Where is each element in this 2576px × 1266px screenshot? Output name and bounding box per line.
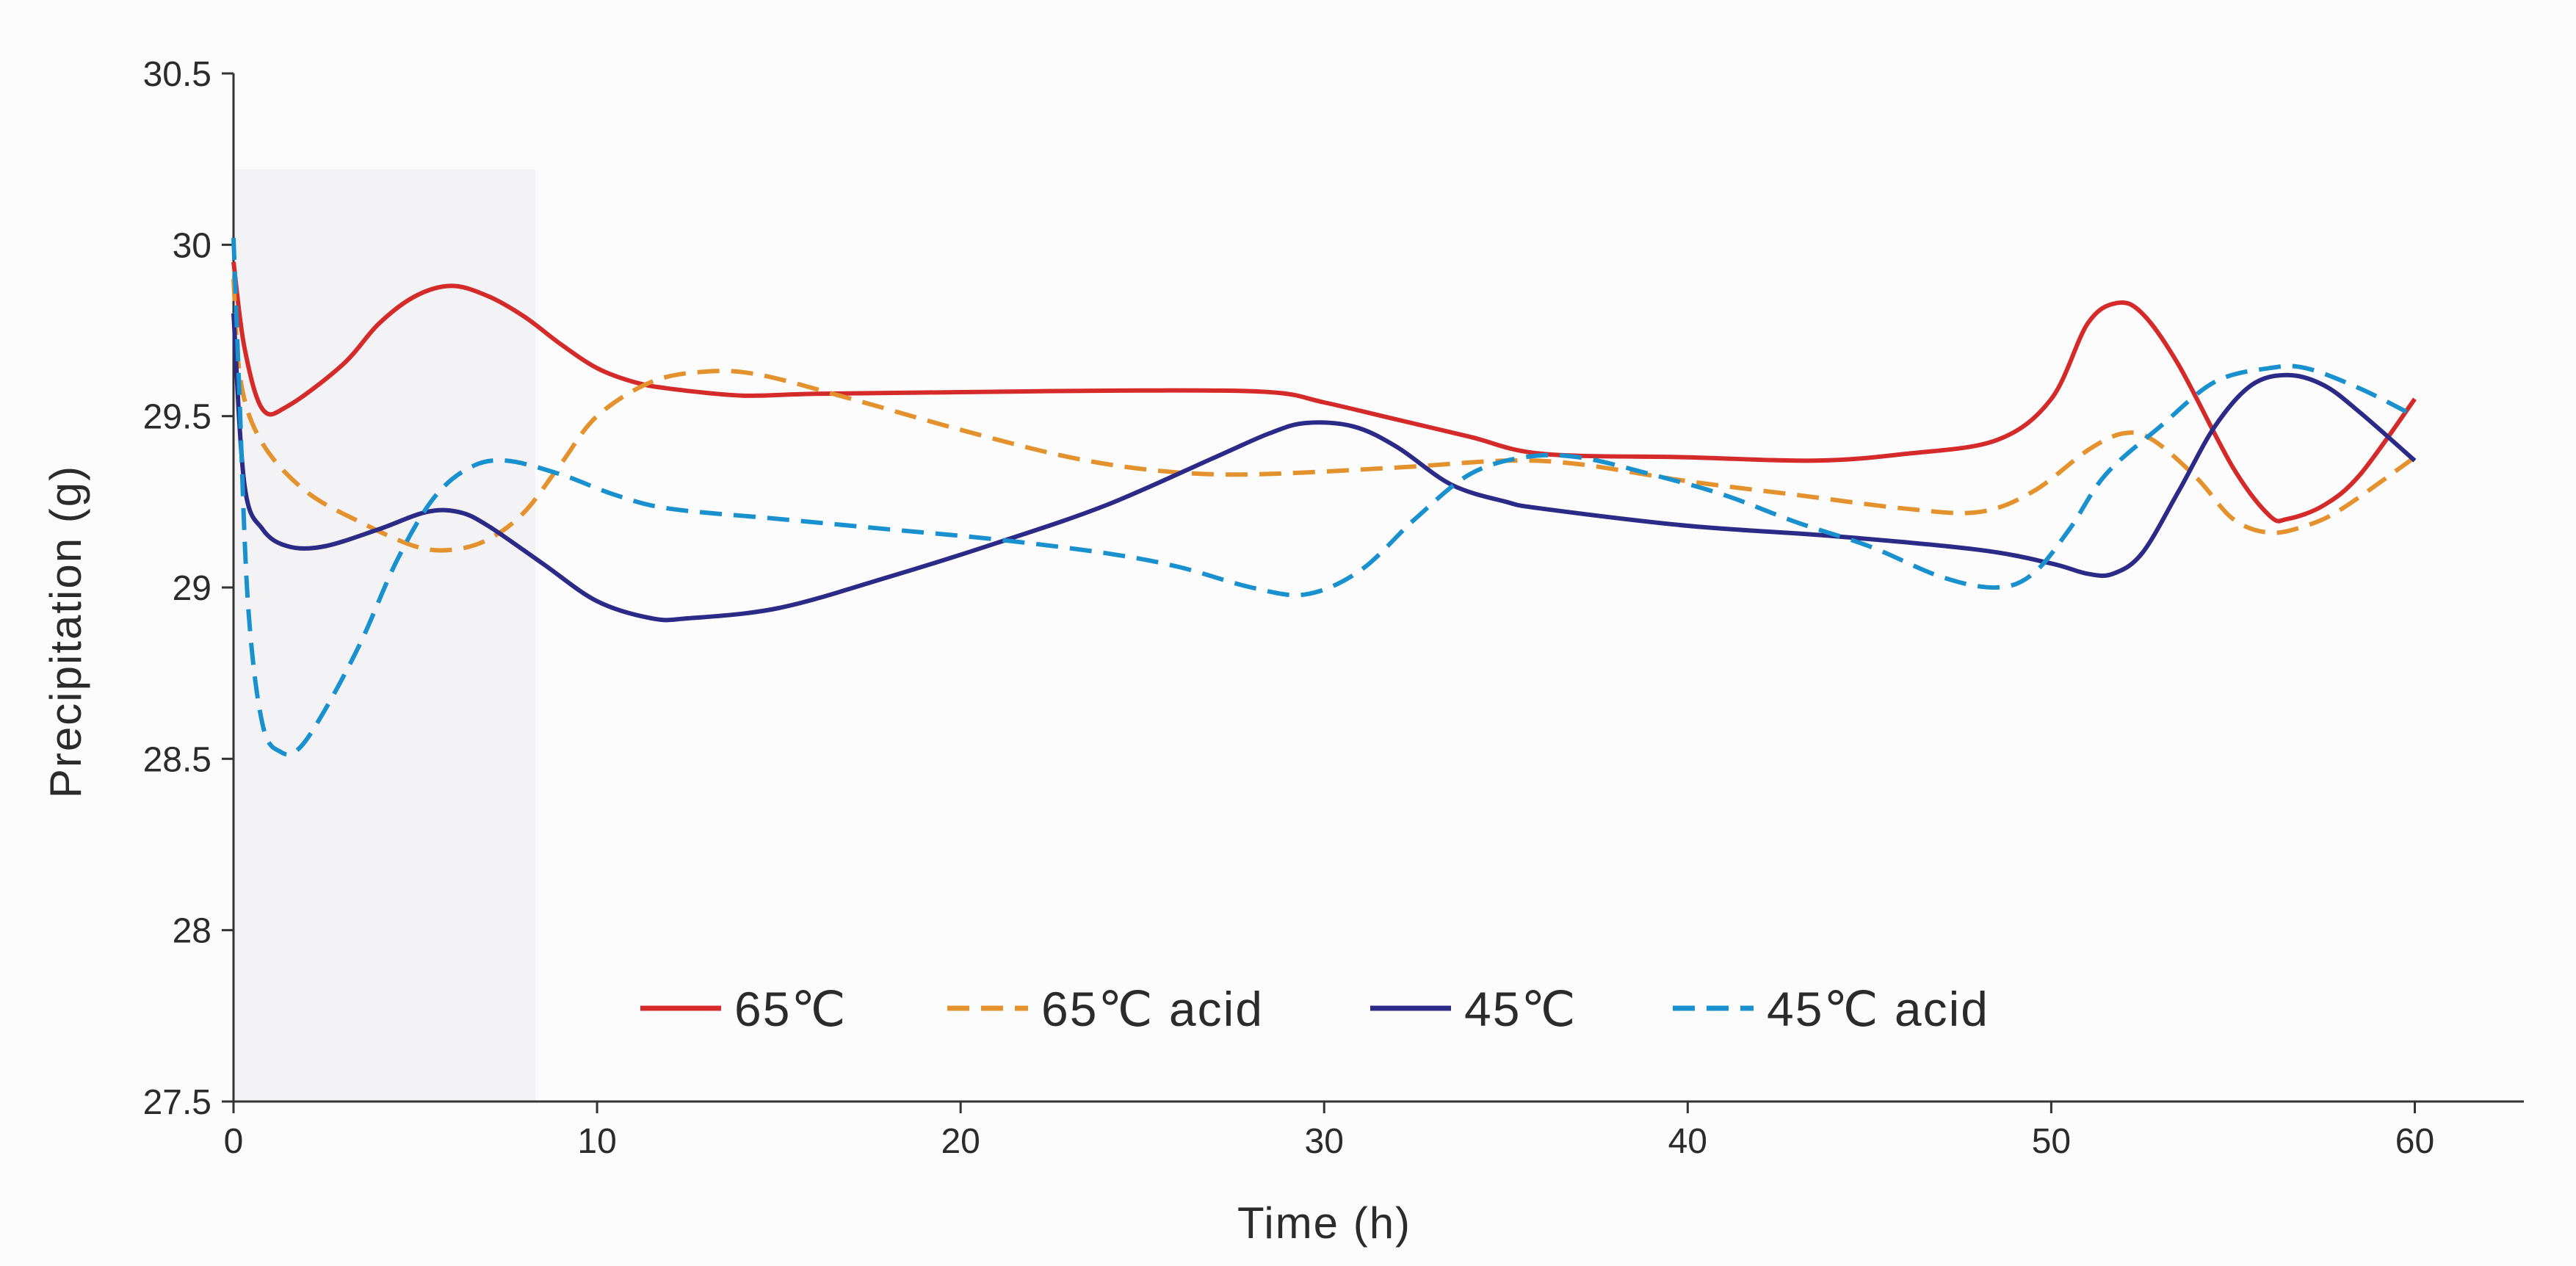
series-line-65c	[231, 261, 2417, 524]
x-tick-label: 0	[224, 1122, 244, 1161]
x-tick-label: 30	[1305, 1122, 1344, 1161]
legend-item-65c: 65℃	[640, 982, 847, 1036]
series-line-45c	[231, 313, 2417, 623]
legend-item-65c-acid: 65℃ acid	[947, 982, 1264, 1036]
y-tick-label: 28	[173, 912, 211, 951]
x-tick-label: 10	[577, 1122, 616, 1161]
shaded-region-layer	[234, 169, 535, 1102]
x-tick-label: 50	[2032, 1122, 2071, 1161]
legend-item-45c-acid: 45℃ acid	[1673, 982, 1989, 1036]
series-line-45c-acid	[231, 237, 2416, 757]
y-tick-label: 27.5	[143, 1083, 211, 1122]
y-tick-label: 29	[173, 569, 211, 608]
series-line-65c-acid	[231, 278, 2417, 553]
x-tick-label: 60	[2395, 1122, 2434, 1161]
x-tick-label: 40	[1668, 1122, 1707, 1161]
legend: 65℃ 65℃ acid 45℃ 45℃ acid	[640, 982, 1989, 1036]
legend-item-45c: 45℃	[1370, 982, 1577, 1036]
legend-label: 45℃	[1464, 982, 1577, 1036]
axes: 27.5 28 28.5 29 29.5 30 30.5 0 10 20 30 40 50 60	[143, 55, 2524, 1161]
x-axis-title: Time (h)	[1237, 1198, 1411, 1248]
y-tick-label: 29.5	[143, 398, 211, 437]
y-axis-title: Precipitation (g)	[41, 465, 90, 798]
series-layer	[231, 237, 2417, 757]
legend-label: 65℃ acid	[1041, 982, 1264, 1036]
legend-label: 45℃ acid	[1767, 982, 1989, 1036]
y-tick-label: 28.5	[143, 740, 211, 779]
legend-label: 65℃	[734, 982, 847, 1036]
shaded-region	[234, 169, 535, 1102]
y-tick-label: 30.5	[143, 55, 211, 94]
x-tick-label: 20	[941, 1122, 980, 1161]
y-tick-label: 30	[173, 226, 211, 265]
